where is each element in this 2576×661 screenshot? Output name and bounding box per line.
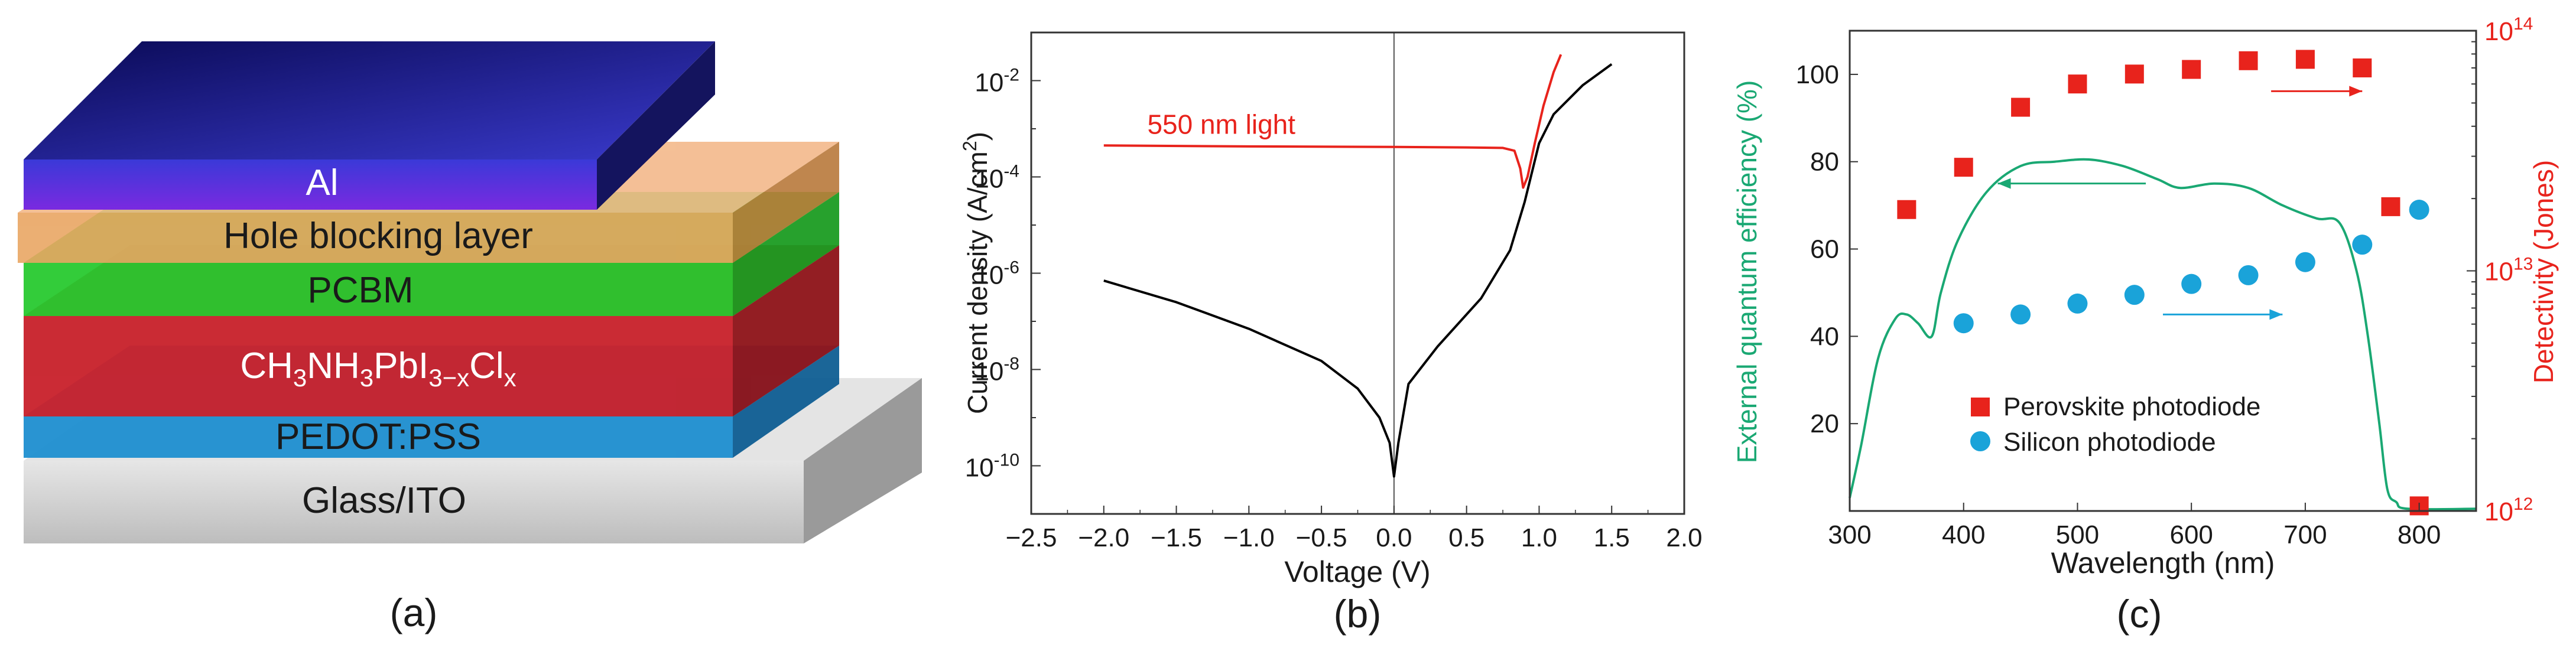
perovskite-detectivity-point [2239, 51, 2258, 70]
silicon-eqe-point [2409, 200, 2429, 220]
eqe-y-left-axis-label: External quantum efficiency (%) [1732, 80, 1762, 464]
legend-marker-perovskite [1971, 398, 1990, 416]
jv-y-tick-label: 10-4 [974, 162, 1019, 194]
eqe-x-tick-label: 400 [1942, 520, 1985, 549]
layer-label-glass-ito: Glass/ITO [302, 480, 466, 521]
eqe-y-left-tick-label: 60 [1810, 235, 1839, 264]
eqe-x-axis-label: Wavelength (nm) [2051, 546, 2275, 579]
panel-label-c: (c) [2117, 592, 2162, 636]
jv-x-tick-label: −2.5 [1006, 523, 1057, 552]
jv-y-tick-label: 10-2 [974, 66, 1019, 97]
jv-x-tick-label: 0.0 [1376, 523, 1412, 552]
jv-x-tick-label: −1.5 [1151, 523, 1202, 552]
jv-x-ticks: −2.5 −2.0 −1.5 −1.0 −0.5 0.0 0.5 1.0 1.5 2.0 [1006, 506, 1703, 552]
jv-x-tick-label: 1.0 [1521, 523, 1557, 552]
perovskite-detectivity-point [2125, 64, 2144, 84]
light-annotation: 550 nm light [1147, 109, 1295, 140]
device-structure-panel: Al Hole blocking layer PCBM CH3NH3PbI3−x… [0, 0, 946, 661]
silicon-eqe-point [2295, 252, 2315, 272]
silicon-eqe-point [2010, 304, 2031, 325]
eqe-x-tick-label: 600 [2169, 520, 2213, 549]
silicon-eqe-point [2181, 273, 2202, 294]
jv-y-axis-label: Current density (A/cm2) [959, 132, 993, 414]
jv-curve-panel: −2.5 −2.0 −1.5 −1.0 −0.5 0.0 0.5 1.0 1.5 2.0 10-1… [946, 0, 1714, 661]
axis-arrows [1997, 86, 2363, 320]
eqe-x-tick-label: 700 [2283, 520, 2327, 549]
legend-label-silicon: Silicon photodiode [2003, 428, 2216, 457]
eqe-y-left-tick-label: 100 [1796, 60, 1839, 89]
perovskite-eqe-curve [1849, 158, 2477, 511]
layer-al [24, 41, 715, 210]
jv-y-tick-label: 10-10 [965, 451, 1019, 483]
legend-marker-silicon [1970, 431, 1990, 451]
perovskite-detectivity-point [2353, 58, 2372, 77]
jv-plot-frame [1030, 31, 1685, 515]
panel-label-b: (b) [1334, 592, 1382, 636]
arrow-to-right-axis-head [2349, 86, 2363, 97]
silicon-eqe-point [2124, 285, 2145, 305]
silicon-eqe-point [1953, 313, 1974, 334]
eqe-y-left-tick-label: 20 [1810, 409, 1839, 438]
eqe-x-tick-label: 300 [1828, 520, 1871, 549]
arrow-silicon-points-head [2269, 309, 2283, 320]
silicon-eqe-point [2238, 265, 2259, 285]
eqe-detectivity-panel: 300 400 500 600 700 800 20 40 60 80 100 1012 1013 1… [1714, 0, 2576, 661]
arrow-to-left-axis-head [1997, 178, 2011, 189]
perovskite-detectivity-point [2295, 50, 2315, 69]
panel-label-a: (a) [390, 591, 438, 634]
perovskite-detectivity-point [2381, 197, 2400, 216]
eqe-y-right-ticks: 1012 1013 1014 [2467, 14, 2533, 526]
light-current-line [1103, 54, 1563, 189]
layer-label-al: Al [306, 162, 338, 203]
eqe-y-left-ticks: 20 40 60 80 100 [1796, 60, 1858, 438]
dark-current-line [1103, 63, 1613, 478]
perovskite-detectivity-point [2068, 74, 2087, 94]
silicon-eqe-point [2067, 293, 2088, 314]
jv-x-tick-label: −2.0 [1078, 523, 1129, 552]
layer-label-pedot-pss: PEDOT:PSS [275, 416, 481, 457]
jv-x-tick-label: −1.0 [1223, 523, 1275, 552]
silicon-eqe-point [2352, 235, 2373, 255]
layer-label-pcbm: PCBM [307, 270, 413, 311]
eqe-y-left-tick-label: 40 [1810, 322, 1839, 351]
eqe-y-right-tick-label: 1012 [2484, 494, 2533, 526]
eqe-y-right-tick-label: 1013 [2484, 255, 2533, 286]
perovskite-detectivity-point [1897, 200, 1916, 219]
perovskite-detectivity-point [2182, 60, 2201, 79]
eqe-legend: Perovskite photodiode Silicon photodiode [1970, 392, 2260, 457]
jv-x-tick-label: 1.5 [1594, 523, 1630, 552]
perovskite-detectivity-point [1954, 158, 1973, 177]
eqe-y-right-axis-label: Detectivity (Jones) [2528, 160, 2559, 383]
jv-x-tick-label: 2.0 [1666, 523, 1702, 552]
legend-label-perovskite: Perovskite photodiode [2003, 392, 2260, 421]
jv-x-axis-label: Voltage (V) [1284, 555, 1430, 588]
jv-y-tick-label: 10-8 [974, 354, 1019, 386]
jv-x-tick-label: 0.5 [1448, 523, 1484, 552]
perovskite-detectivity-point [2011, 97, 2031, 117]
jv-y-ticks: 10-10 10-8 10-6 10-4 10-2 [965, 32, 1041, 515]
layer-label-perovskite: CH3NH3PbI3−xClx [240, 346, 516, 392]
jv-y-tick-label: 10-6 [974, 258, 1019, 290]
layer-label-hole-blocking: Hole blocking layer [223, 216, 533, 256]
eqe-y-left-tick-label: 80 [1810, 148, 1839, 177]
eqe-y-right-tick-label: 1014 [2484, 14, 2533, 46]
eqe-x-ticks: 300 400 500 600 700 800 [1828, 503, 2441, 549]
jv-plot-area [1103, 32, 1613, 514]
jv-x-tick-label: −0.5 [1296, 523, 1347, 552]
eqe-x-tick-label: 800 [2398, 520, 2441, 549]
jv-chart: −2.5 −2.0 −1.5 −1.0 −0.5 0.0 0.5 1.0 1.5 2.0 10-1… [959, 31, 1703, 636]
eqe-x-tick-label: 500 [2056, 520, 2099, 549]
layer-stack-diagram: Al Hole blocking layer PCBM CH3NH3PbI3−x… [18, 41, 922, 634]
